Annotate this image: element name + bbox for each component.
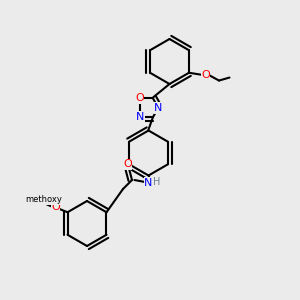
- Text: O: O: [51, 202, 60, 212]
- Text: N: N: [136, 112, 145, 122]
- Text: O: O: [135, 93, 144, 103]
- Text: O: O: [201, 70, 210, 80]
- Text: N: N: [144, 178, 153, 188]
- Text: methoxy: methoxy: [25, 195, 62, 204]
- Text: H: H: [153, 177, 161, 187]
- Text: O: O: [123, 159, 132, 169]
- Text: N: N: [154, 103, 163, 113]
